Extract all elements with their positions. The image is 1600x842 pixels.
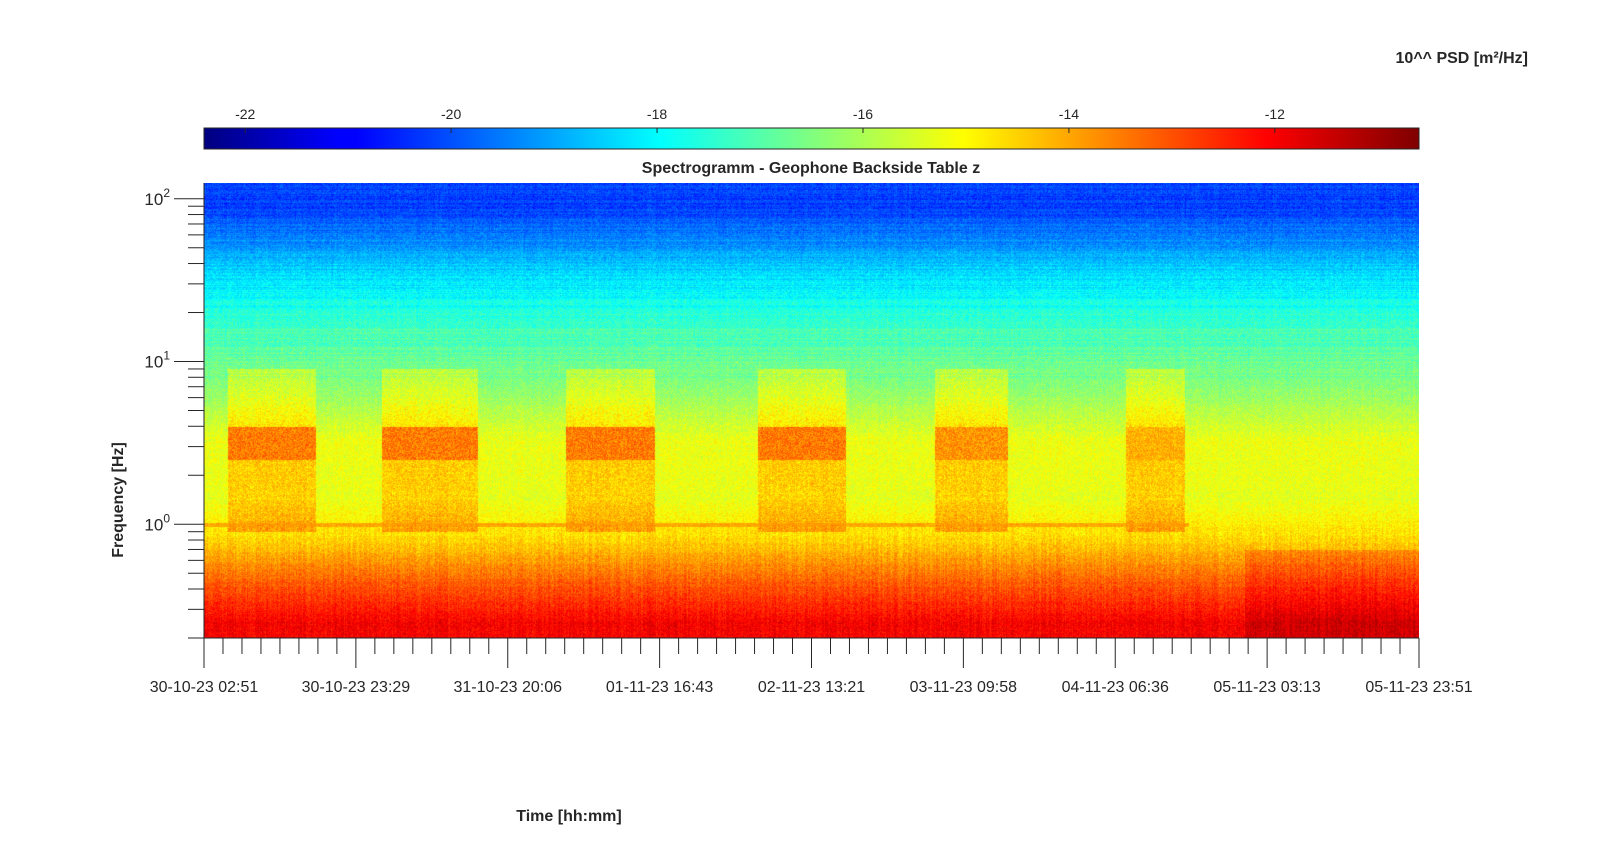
x-tick-label: 03-11-23 09:58 bbox=[910, 679, 1017, 696]
chart-title: Spectrogramm - Geophone Backside Table z bbox=[642, 160, 980, 177]
y-tick-label: 102 bbox=[144, 186, 170, 209]
y-tick-label: 101 bbox=[144, 349, 170, 372]
y-axis: 100 101 102 bbox=[144, 183, 205, 639]
x-tick-label: 30-10-23 23:29 bbox=[302, 679, 411, 696]
colorbar-tick-label: -20 bbox=[441, 106, 461, 122]
x-axis: 30-10-23 02:51 30-10-23 23:29 31-10-23 20:… bbox=[150, 637, 1473, 696]
x-tick-label: 31-10-23 20:06 bbox=[453, 679, 562, 696]
x-tick-label: 01-11-23 16:43 bbox=[606, 679, 713, 696]
x-tick-label: 30-10-23 02:51 bbox=[150, 679, 259, 696]
plot-area bbox=[204, 183, 1419, 638]
colorbar-label: 10^^ PSD [m²/Hz] bbox=[1396, 50, 1528, 67]
spectrogram-heatmap bbox=[204, 183, 1419, 638]
x-tick-label: 05-11-23 23:51 bbox=[1365, 679, 1472, 696]
colorbar-tick-label: -16 bbox=[853, 106, 873, 122]
x-tick-label: 02-11-23 13:21 bbox=[758, 679, 865, 696]
y-axis-label: Frequency [Hz] bbox=[110, 442, 127, 558]
x-axis-label: Time [hh:mm] bbox=[516, 808, 621, 825]
y-tick-label: 100 bbox=[144, 511, 170, 534]
colorbar-tick-label: -22 bbox=[235, 106, 255, 122]
colorbar-tick-label: -14 bbox=[1059, 106, 1079, 122]
colorbar-tick-label: -12 bbox=[1265, 106, 1285, 122]
colorbar bbox=[203, 127, 1420, 150]
x-tick-label: 04-11-23 06:36 bbox=[1062, 679, 1169, 696]
colorbar-tick-label: -18 bbox=[647, 106, 667, 122]
x-tick-label: 05-11-23 03:13 bbox=[1213, 679, 1320, 696]
colorbar-ticks: -22 -20 -18 -16 -14 -12 bbox=[235, 106, 1285, 133]
